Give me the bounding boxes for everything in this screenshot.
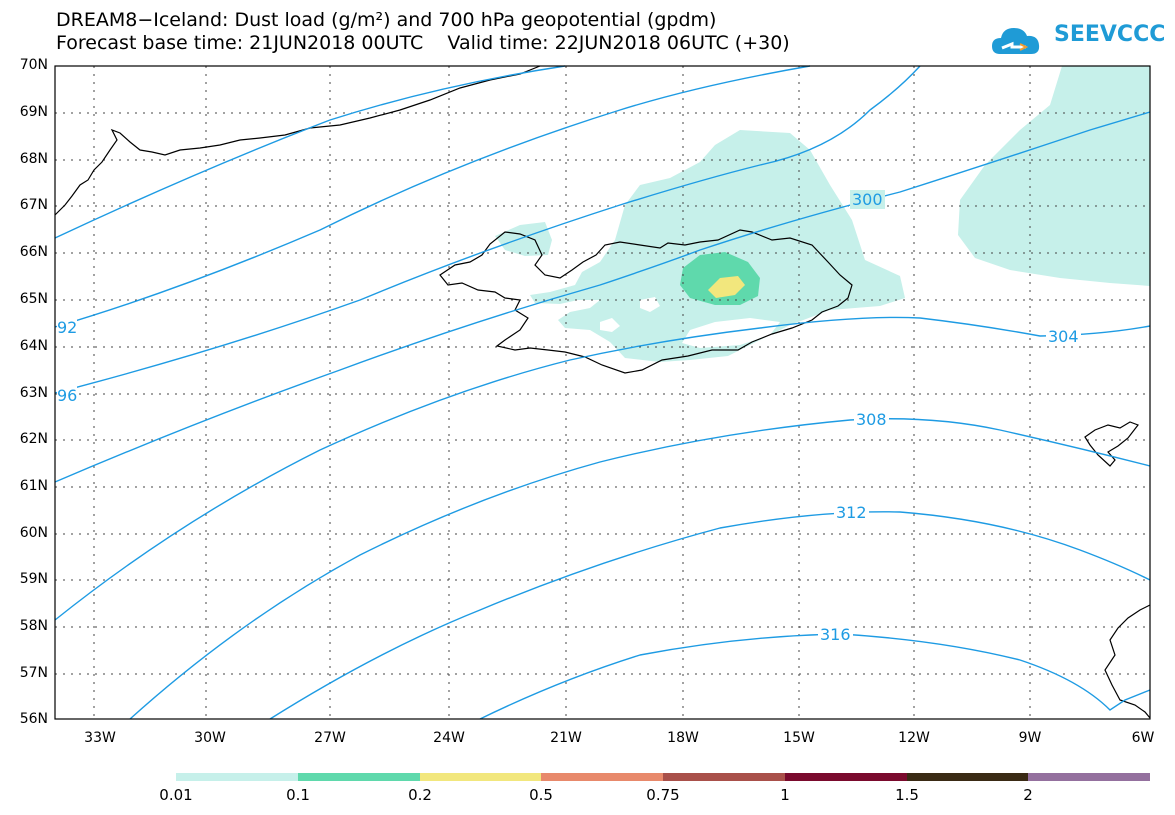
contour-308 bbox=[129, 418, 1151, 720]
legend-tick: 2 bbox=[1023, 786, 1033, 804]
lat-label: 58N bbox=[19, 618, 48, 634]
contour-label-292: 92 bbox=[57, 318, 78, 337]
map-subtitle: Forecast base time: 21JUN2018 00UTC Vali… bbox=[56, 32, 790, 54]
lon-label: 30W bbox=[194, 730, 226, 746]
lat-label: 70N bbox=[19, 57, 48, 73]
legend-swatch bbox=[663, 773, 785, 781]
contour-316 bbox=[479, 633, 1151, 720]
contour-304 bbox=[54, 316, 1151, 621]
faroe-islands bbox=[1084, 421, 1139, 467]
lat-label: 61N bbox=[19, 478, 48, 494]
dust-area-northeast bbox=[958, 66, 1150, 286]
lat-label: 63N bbox=[19, 385, 48, 401]
lat-label: 67N bbox=[19, 197, 48, 213]
contour-292 bbox=[54, 65, 811, 328]
lon-label: 6W bbox=[1131, 730, 1155, 746]
lat-label: 69N bbox=[19, 104, 48, 120]
lon-label: 9W bbox=[1018, 730, 1042, 746]
lat-label: 68N bbox=[19, 151, 48, 167]
legend-swatch bbox=[420, 773, 541, 781]
lon-label: 33W bbox=[84, 730, 116, 746]
lon-label: 27W bbox=[314, 730, 346, 746]
dust-load-field bbox=[495, 66, 1150, 362]
contour-label-308: 308 bbox=[854, 410, 889, 429]
lat-label: 62N bbox=[19, 431, 48, 447]
lat-label: 66N bbox=[19, 244, 48, 260]
contour-288 bbox=[54, 65, 566, 239]
lat-label: 57N bbox=[19, 665, 48, 681]
contour-296 bbox=[54, 65, 921, 394]
lon-label: 24W bbox=[433, 730, 465, 746]
lon-label: 18W bbox=[667, 730, 699, 746]
legend-tick: 1.5 bbox=[895, 786, 919, 804]
legend-swatch bbox=[176, 773, 298, 781]
contour-label-296: 96 bbox=[57, 386, 78, 405]
legend-tick: 0.75 bbox=[646, 786, 680, 804]
dust-clear-patch-2 bbox=[682, 318, 780, 348]
contour-label-316: 316 bbox=[818, 625, 853, 644]
lat-label: 65N bbox=[19, 291, 48, 307]
legend-tick: 0.01 bbox=[159, 786, 193, 804]
lat-label: 60N bbox=[19, 525, 48, 541]
legend-swatch bbox=[298, 773, 420, 781]
dust-clear-patch-1 bbox=[640, 297, 660, 312]
contour-300 bbox=[54, 111, 1151, 483]
legend-tick: 1 bbox=[780, 786, 790, 804]
legend-swatch bbox=[541, 773, 663, 781]
graticule bbox=[55, 66, 1150, 719]
cloud-icon bbox=[992, 28, 1040, 54]
contour-label-312: 312 bbox=[834, 503, 869, 522]
dust-area-iceland bbox=[530, 130, 905, 362]
geopotential-contours bbox=[54, 65, 1151, 720]
legend-swatch bbox=[907, 773, 1028, 781]
map-title: DREAM8−Iceland: Dust load (g/m²) and 700… bbox=[56, 9, 717, 31]
dust-area-high bbox=[708, 276, 745, 298]
lon-label: 12W bbox=[898, 730, 930, 746]
seevccc-logo bbox=[992, 28, 1040, 54]
dust-clear-patch-3 bbox=[600, 318, 620, 332]
coastlines bbox=[54, 65, 1151, 719]
legend-swatch bbox=[1028, 773, 1150, 781]
legend-swatch bbox=[785, 773, 907, 781]
logo-text: SEEVCCC bbox=[1054, 22, 1166, 47]
lat-label: 64N bbox=[19, 338, 48, 354]
legend-tick: 0.5 bbox=[529, 786, 553, 804]
lat-label: 59N bbox=[19, 571, 48, 587]
dust-area-westfjords bbox=[495, 222, 552, 256]
iceland-coast bbox=[439, 229, 853, 374]
contour-label-300: 300 bbox=[850, 190, 885, 209]
legend-tick: 0.1 bbox=[286, 786, 310, 804]
legend-tick: 0.2 bbox=[408, 786, 432, 804]
lat-label: 56N bbox=[19, 711, 48, 727]
contour-312 bbox=[269, 511, 1151, 720]
greenland-coast bbox=[54, 65, 541, 216]
map-frame bbox=[54, 65, 1151, 720]
lon-label: 15W bbox=[783, 730, 815, 746]
lon-label: 21W bbox=[550, 730, 582, 746]
contour-label-304: 304 bbox=[1046, 327, 1081, 346]
scotland-coast bbox=[1104, 604, 1151, 719]
